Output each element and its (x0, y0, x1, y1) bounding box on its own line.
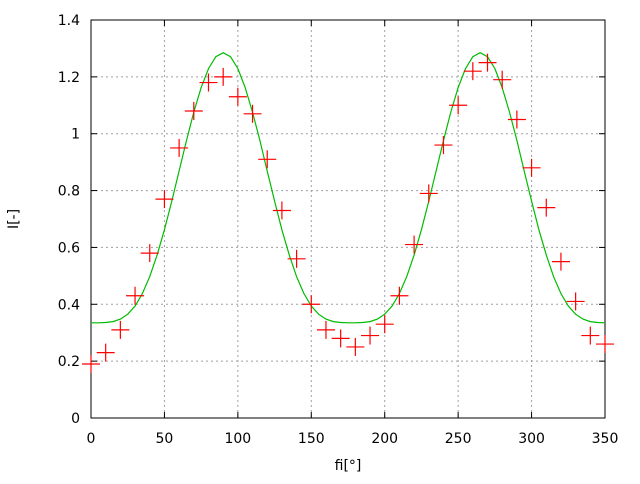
fit-curve (91, 52, 606, 324)
grid (91, 20, 605, 418)
data-point (537, 198, 556, 217)
data-point (331, 329, 350, 348)
y-tick-label: 0 (71, 411, 80, 427)
y-tick-label: 1.4 (58, 13, 80, 29)
x-axis-label: fi[°] (335, 458, 362, 474)
data-point (522, 158, 541, 177)
data-point (463, 62, 482, 81)
data-point (375, 315, 394, 334)
data-point (405, 235, 424, 254)
x-tick-label: 100 (224, 431, 251, 447)
y-tick-label: 1.2 (58, 70, 80, 86)
data-point (214, 67, 233, 86)
x-tick-label: 150 (298, 431, 325, 447)
y-tick-label: 0.4 (58, 297, 80, 313)
data-point (111, 320, 130, 339)
data-point (302, 295, 321, 314)
y-tick-label: 1 (71, 127, 80, 143)
ticks: 0 50 100 150 200 250 300 350 0 0.2 0.4 0.6 0.8 1 1.2 1.… (58, 13, 619, 447)
data-point (82, 354, 100, 373)
x-tick-label: 350 (592, 431, 619, 447)
y-tick-label: 0.2 (58, 354, 80, 370)
plot-border (90, 19, 606, 419)
data-point (581, 326, 600, 345)
x-tick-label: 200 (371, 431, 398, 447)
data-points (82, 53, 614, 373)
data-point (478, 53, 497, 72)
data-point (140, 244, 159, 263)
data-point (434, 136, 453, 155)
data-point (507, 110, 526, 129)
data-point (96, 343, 115, 362)
data-point (287, 249, 306, 268)
data-point (566, 292, 585, 311)
data-point (228, 87, 247, 106)
data-point (126, 286, 145, 305)
y-tick-label: 0.6 (58, 240, 80, 256)
data-point (361, 326, 380, 345)
data-point (390, 286, 409, 305)
y-tick-label: 0.8 (58, 184, 80, 200)
data-point (449, 96, 468, 115)
data-point (316, 320, 335, 339)
data-point (596, 335, 614, 354)
data-point (199, 73, 218, 92)
data-point (258, 150, 277, 169)
x-tick-label: 300 (518, 431, 545, 447)
data-point (551, 252, 570, 271)
y-axis-label: I[-] (6, 209, 22, 229)
x-tick-label: 250 (445, 431, 472, 447)
x-tick-label: 0 (87, 431, 96, 447)
data-point (346, 337, 365, 356)
data-point (243, 104, 262, 123)
fit-curve-line (91, 52, 606, 324)
data-point (493, 70, 512, 89)
data-point (170, 138, 189, 157)
x-tick-label: 50 (156, 431, 174, 447)
data-point (155, 190, 174, 209)
data-point (184, 101, 203, 120)
data-point (419, 184, 438, 203)
data-point (272, 201, 291, 220)
